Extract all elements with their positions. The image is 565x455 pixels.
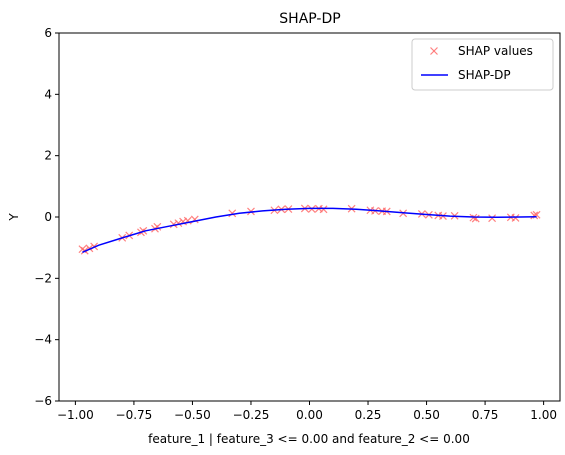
x-tick-label: 1.00 (530, 408, 557, 422)
x-axis-label: feature_1 | feature_3 <= 0.00 and featur… (148, 432, 470, 446)
marker-stroke (228, 209, 237, 218)
x-tick-label: 0.00 (296, 408, 323, 422)
legend-label-shap-dp: SHAP-DP (458, 68, 511, 82)
y-tick-label: 4 (44, 87, 52, 101)
chart-title: SHAP-DP (279, 11, 340, 27)
marker-stroke (319, 205, 328, 214)
marker-stroke (169, 220, 178, 229)
y-tick-label: 0 (44, 210, 52, 224)
x-tick-label: 0.50 (413, 408, 440, 422)
legend-marker-shap-values (430, 47, 438, 55)
y-tick-label: −4 (34, 333, 52, 347)
x-tick-label: −0.75 (116, 408, 153, 422)
shap-value-point (319, 205, 328, 214)
marker-stroke (511, 213, 520, 222)
shap-dp-line (82, 207, 537, 253)
marker-stroke (430, 47, 438, 55)
plot-area (78, 204, 541, 255)
y-tick-label: 6 (44, 26, 52, 40)
y-axis-label: Y (7, 213, 21, 222)
shap-value-point (530, 211, 539, 220)
shap-value-point (471, 214, 480, 223)
marker-stroke (530, 211, 539, 220)
shap-value-point (228, 209, 237, 218)
legend-label-shap-values: SHAP values (458, 44, 533, 58)
legend-box (411, 38, 554, 91)
marker-stroke (471, 214, 480, 223)
x-tick-label: 0.25 (355, 408, 382, 422)
x-tick-label: −0.25 (233, 408, 270, 422)
x-axis: −1.00 −0.75 −0.50 −0.25 0.00 0.25 0.50 0.75 1.00 (57, 401, 557, 422)
shap-value-point (511, 213, 520, 222)
y-tick-label: −6 (34, 394, 52, 408)
y-tick-label: 2 (44, 149, 52, 163)
shap-value-point (169, 220, 178, 229)
shap-value-point (488, 214, 497, 223)
legend: SHAP values SHAP-DP (411, 38, 554, 91)
marker-stroke (488, 214, 497, 223)
x-tick-label: −1.00 (57, 408, 94, 422)
x-tick-label: 0.75 (472, 408, 499, 422)
x-tick-label: −0.50 (174, 408, 211, 422)
y-axis: −6 −4 −2 0 2 4 6 (34, 26, 59, 408)
y-tick-label: −2 (34, 271, 52, 285)
